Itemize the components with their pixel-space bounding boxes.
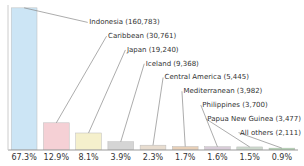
chart: 67.3% 12.9% 8.1% 3.9% 2.3% 1.7% 1.6% 1.5% 0.9% In… <box>0 0 304 166</box>
bar <box>11 8 37 150</box>
leader-line <box>121 64 144 142</box>
bar <box>108 142 134 150</box>
bar <box>140 145 166 150</box>
data-label: Iceland (9,368) <box>146 60 199 68</box>
leader-line <box>24 8 88 23</box>
leader-line <box>182 91 185 146</box>
data-label: Philippines (3,700) <box>202 101 268 109</box>
data-label: Papua New Guinea (3,477) <box>207 115 301 123</box>
leader-line <box>201 105 218 147</box>
x-tick-label: 1.5% <box>240 153 261 162</box>
x-tick-label: 0.9% <box>272 153 293 162</box>
bar <box>172 146 198 150</box>
data-label: Caribbean (30,761) <box>108 32 176 40</box>
leader-lines <box>24 8 282 148</box>
data-label: Indonesia (160,783) <box>89 18 160 26</box>
x-axis <box>8 150 298 151</box>
x-tick-label: 12.9% <box>44 153 70 162</box>
x-tick-label: 2.3% <box>143 153 164 162</box>
x-tick-label: 1.7% <box>175 153 196 162</box>
data-label: Central America (5,445) <box>165 73 250 81</box>
x-tick-label: 3.9% <box>111 153 132 162</box>
x-tick-label: 8.1% <box>78 153 99 162</box>
data-label: All others (2,111) <box>240 129 301 137</box>
data-label: Japan (19,240) <box>126 46 179 54</box>
bar <box>43 123 69 150</box>
leader-line <box>89 50 126 133</box>
leader-line <box>153 78 163 146</box>
x-tick-label: 67.3% <box>11 153 37 162</box>
data-label: Mediterranean (3,982) <box>183 87 262 95</box>
y-axis <box>8 5 9 150</box>
bar <box>76 133 102 150</box>
x-tick-label: 1.6% <box>207 153 228 162</box>
